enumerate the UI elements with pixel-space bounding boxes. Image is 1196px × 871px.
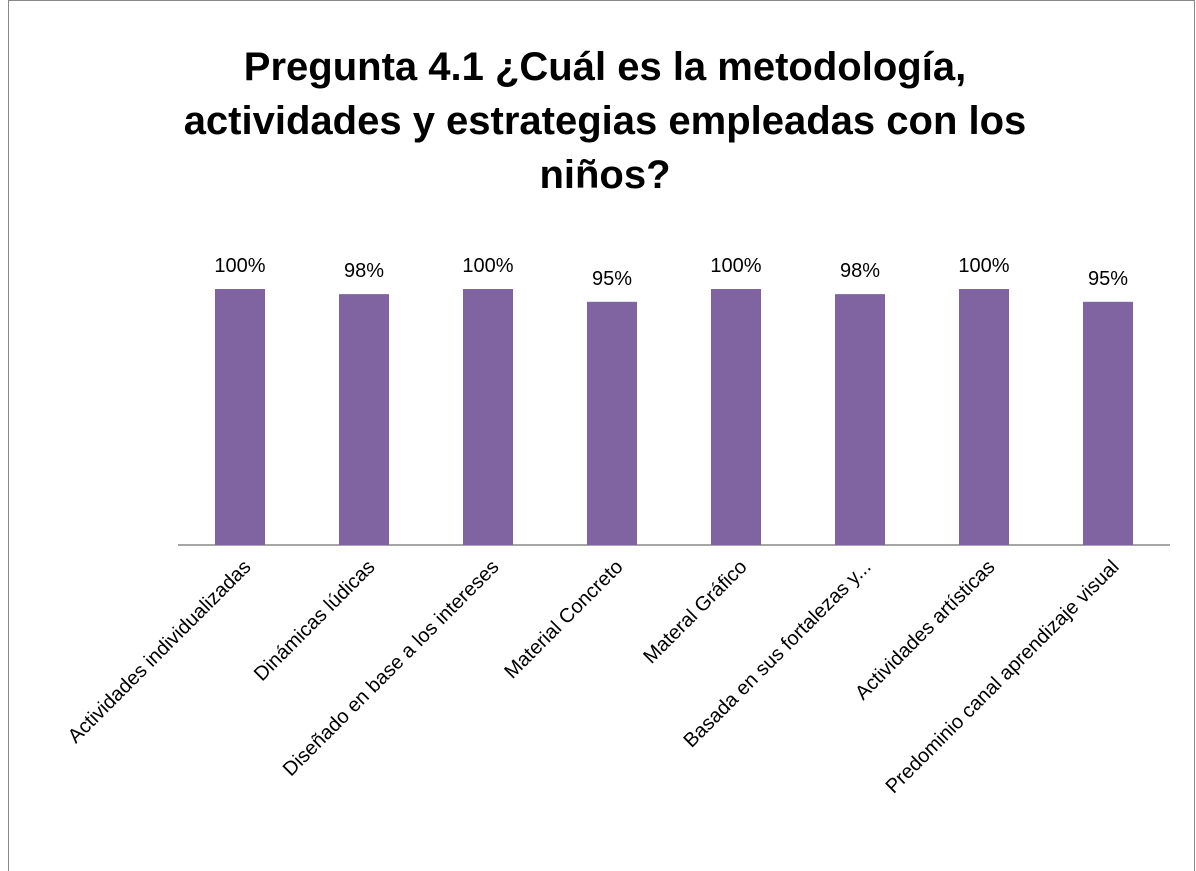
bar xyxy=(711,289,761,545)
bar xyxy=(1083,301,1133,545)
data-label: 98% xyxy=(840,260,880,282)
data-label: 95% xyxy=(1088,268,1128,290)
x-tick-label: Dinámicas lúdicas xyxy=(250,556,380,686)
bar xyxy=(215,289,265,545)
x-tick-label: Actividades artísticas xyxy=(851,556,999,704)
data-label: 100% xyxy=(214,255,265,277)
data-label: 100% xyxy=(462,255,513,277)
x-tick-label: Predominio canal aprendizaje visual xyxy=(882,556,1124,798)
data-label: 100% xyxy=(710,255,761,277)
x-tick-label: Diseñado en base a los intereses xyxy=(279,556,504,781)
bar xyxy=(959,289,1009,545)
bar xyxy=(463,289,513,545)
chart-border xyxy=(8,0,1195,871)
bar xyxy=(835,294,885,545)
data-label: 100% xyxy=(958,255,1009,277)
bar xyxy=(339,294,389,545)
data-label: 98% xyxy=(344,260,384,282)
x-tick-label: Actividades individualizadas xyxy=(64,556,256,748)
data-label: 95% xyxy=(592,268,632,290)
chart-title: Pregunta 4.1 ¿Cuál es la metodología, ac… xyxy=(183,45,1027,197)
bar xyxy=(587,301,637,545)
x-tick-label: Materal Gráfico xyxy=(639,556,751,668)
x-tick-label: Material Concreto xyxy=(500,556,627,683)
